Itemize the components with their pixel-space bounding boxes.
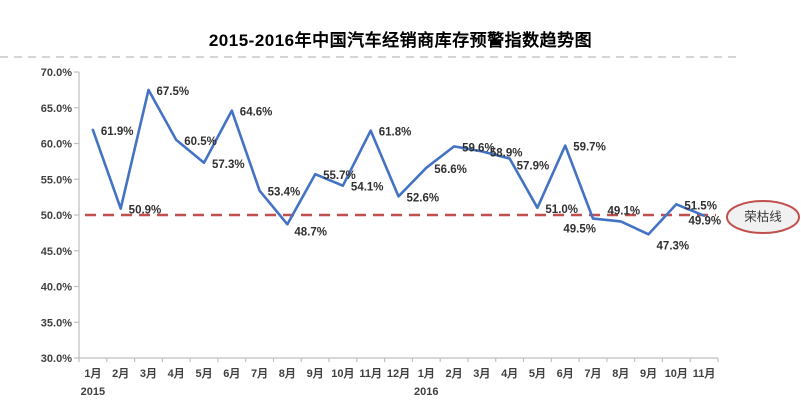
x-axis-label: 11月	[693, 367, 716, 380]
year-label: 2016	[414, 386, 438, 398]
data-point-label: 58.9%	[490, 147, 523, 159]
x-axis-label: 2月	[112, 367, 129, 380]
y-axis-label: 40.0%	[41, 282, 72, 294]
x-axis-label: 1月	[418, 367, 435, 380]
x-axis-label: 3月	[473, 367, 490, 380]
y-axis-label: 70.0%	[41, 67, 72, 79]
data-point-label: 55.7%	[323, 170, 356, 182]
data-point-label: 51.5%	[684, 200, 717, 212]
data-point-label: 56.6%	[434, 164, 467, 176]
data-point-label: 51.0%	[545, 204, 578, 216]
x-axis-label: 9月	[307, 367, 324, 380]
data-point-label: 49.5%	[563, 224, 596, 236]
data-point-label: 49.1%	[607, 205, 640, 217]
x-axis-label: 2月	[446, 367, 463, 380]
x-axis-label: 8月	[279, 367, 296, 380]
data-point-label: 48.7%	[294, 226, 327, 238]
data-point-label: 57.3%	[212, 159, 245, 171]
data-point-label: 59.6%	[462, 142, 495, 154]
data-point-label: 53.4%	[268, 187, 301, 199]
data-point-label: 47.3%	[657, 240, 690, 252]
data-point-label: 67.5%	[156, 86, 189, 98]
x-axis-label: 5月	[529, 367, 546, 380]
x-axis-label: 8月	[612, 367, 629, 380]
data-point-label: 57.9%	[517, 161, 550, 173]
x-axis-label: 1月	[84, 367, 101, 380]
x-axis-label: 4月	[168, 367, 185, 380]
x-axis-label: 10月	[331, 367, 354, 380]
chart-title: 2015-2016年中国汽车经销商库存预警指数趋势图	[208, 31, 593, 50]
y-axis-label: 35.0%	[41, 317, 72, 329]
y-axis-label: 45.0%	[41, 246, 72, 258]
data-point-label: 49.9%	[688, 216, 721, 228]
x-axis-label: 10月	[665, 367, 688, 380]
x-axis-label: 6月	[223, 367, 240, 380]
data-point-label: 59.7%	[573, 142, 606, 154]
data-point-label: 52.6%	[407, 192, 440, 204]
x-axis-label: 12月	[387, 367, 410, 380]
x-axis-label: 5月	[195, 367, 212, 380]
data-point-label: 60.5%	[184, 136, 217, 148]
x-axis-label: 6月	[557, 367, 574, 380]
boom-bust-ellipse	[726, 200, 800, 234]
trend-line	[91, 88, 706, 236]
x-axis-label: 3月	[140, 367, 157, 380]
data-point-label: 61.9%	[101, 126, 134, 138]
x-axis-label: 9月	[640, 367, 657, 380]
x-axis-label: 7月	[251, 367, 268, 380]
boom-bust-label: 荣枯线	[744, 209, 782, 224]
y-axis-label: 50.0%	[41, 210, 72, 222]
x-axis-label: 7月	[584, 367, 601, 380]
data-point-label: 50.9%	[129, 205, 162, 217]
y-axis-label: 30.0%	[41, 353, 72, 365]
year-label: 2015	[81, 386, 105, 398]
x-axis-label: 11月	[359, 367, 382, 380]
x-axis-label: 4月	[501, 367, 518, 380]
y-axis-label: 65.0%	[41, 103, 72, 115]
data-point-label: 64.6%	[240, 107, 273, 119]
data-point-label: 61.8%	[379, 127, 412, 139]
y-axis-label: 60.0%	[41, 139, 72, 151]
data-point-label: 54.1%	[351, 182, 384, 194]
y-axis-label: 55.0%	[41, 174, 72, 186]
